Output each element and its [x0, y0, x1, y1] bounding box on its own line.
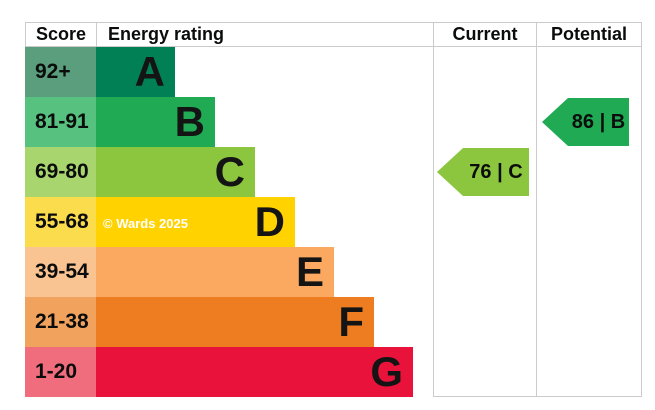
score-cell: 81-91 [25, 97, 96, 147]
rating-bar: F [96, 297, 374, 347]
score-cell: 92+ [25, 47, 96, 97]
band-letter: F [338, 298, 364, 345]
header-potential: Potential [536, 23, 642, 46]
band-letter: C [214, 148, 245, 195]
band-row-c: 69-80 C [25, 147, 642, 197]
rating-bar: G [96, 347, 413, 397]
band-letter: G [370, 348, 403, 395]
rating-bar: C [96, 147, 255, 197]
band-letter: B [174, 98, 205, 145]
current-arrow: 76 | C [437, 148, 529, 196]
current-column: 76 | C [433, 47, 536, 397]
rating-bar: D [96, 197, 295, 247]
potential-column: 86 | B [536, 47, 642, 397]
score-cell: 69-80 [25, 147, 96, 197]
table-header-row: Score Energy rating Current Potential [25, 22, 642, 47]
epc-table: Score Energy rating Current Potential 92… [25, 22, 642, 397]
score-cell: 39-54 [25, 247, 96, 297]
potential-arrow: 86 | B [542, 98, 629, 146]
band-letter: D [254, 198, 285, 245]
header-current: Current [433, 23, 536, 46]
band-row-f: 21-38 F [25, 297, 642, 347]
band-letter: E [295, 248, 324, 295]
header-score: Score [25, 23, 96, 46]
copyright-watermark: © Wards 2025 [103, 216, 188, 231]
band-row-g: 1-20 G [25, 347, 642, 397]
rating-bar: A [96, 47, 175, 97]
rating-bar: E [96, 247, 334, 297]
header-energy-rating: Energy rating [96, 23, 433, 46]
band-row-b: 81-91 B [25, 97, 642, 147]
table-body: 92+ A 81-91 B 69-80 C 55-68 D 39-54 E 21… [25, 47, 642, 397]
score-cell: 1-20 [25, 347, 96, 397]
score-cell: 55-68 [25, 197, 96, 247]
score-cell: 21-38 [25, 297, 96, 347]
band-letter: A [134, 48, 165, 95]
band-row-d: 55-68 D [25, 197, 642, 247]
band-row-e: 39-54 E [25, 247, 642, 297]
rating-bar: B [96, 97, 215, 147]
band-row-a: 92+ A [25, 47, 642, 97]
